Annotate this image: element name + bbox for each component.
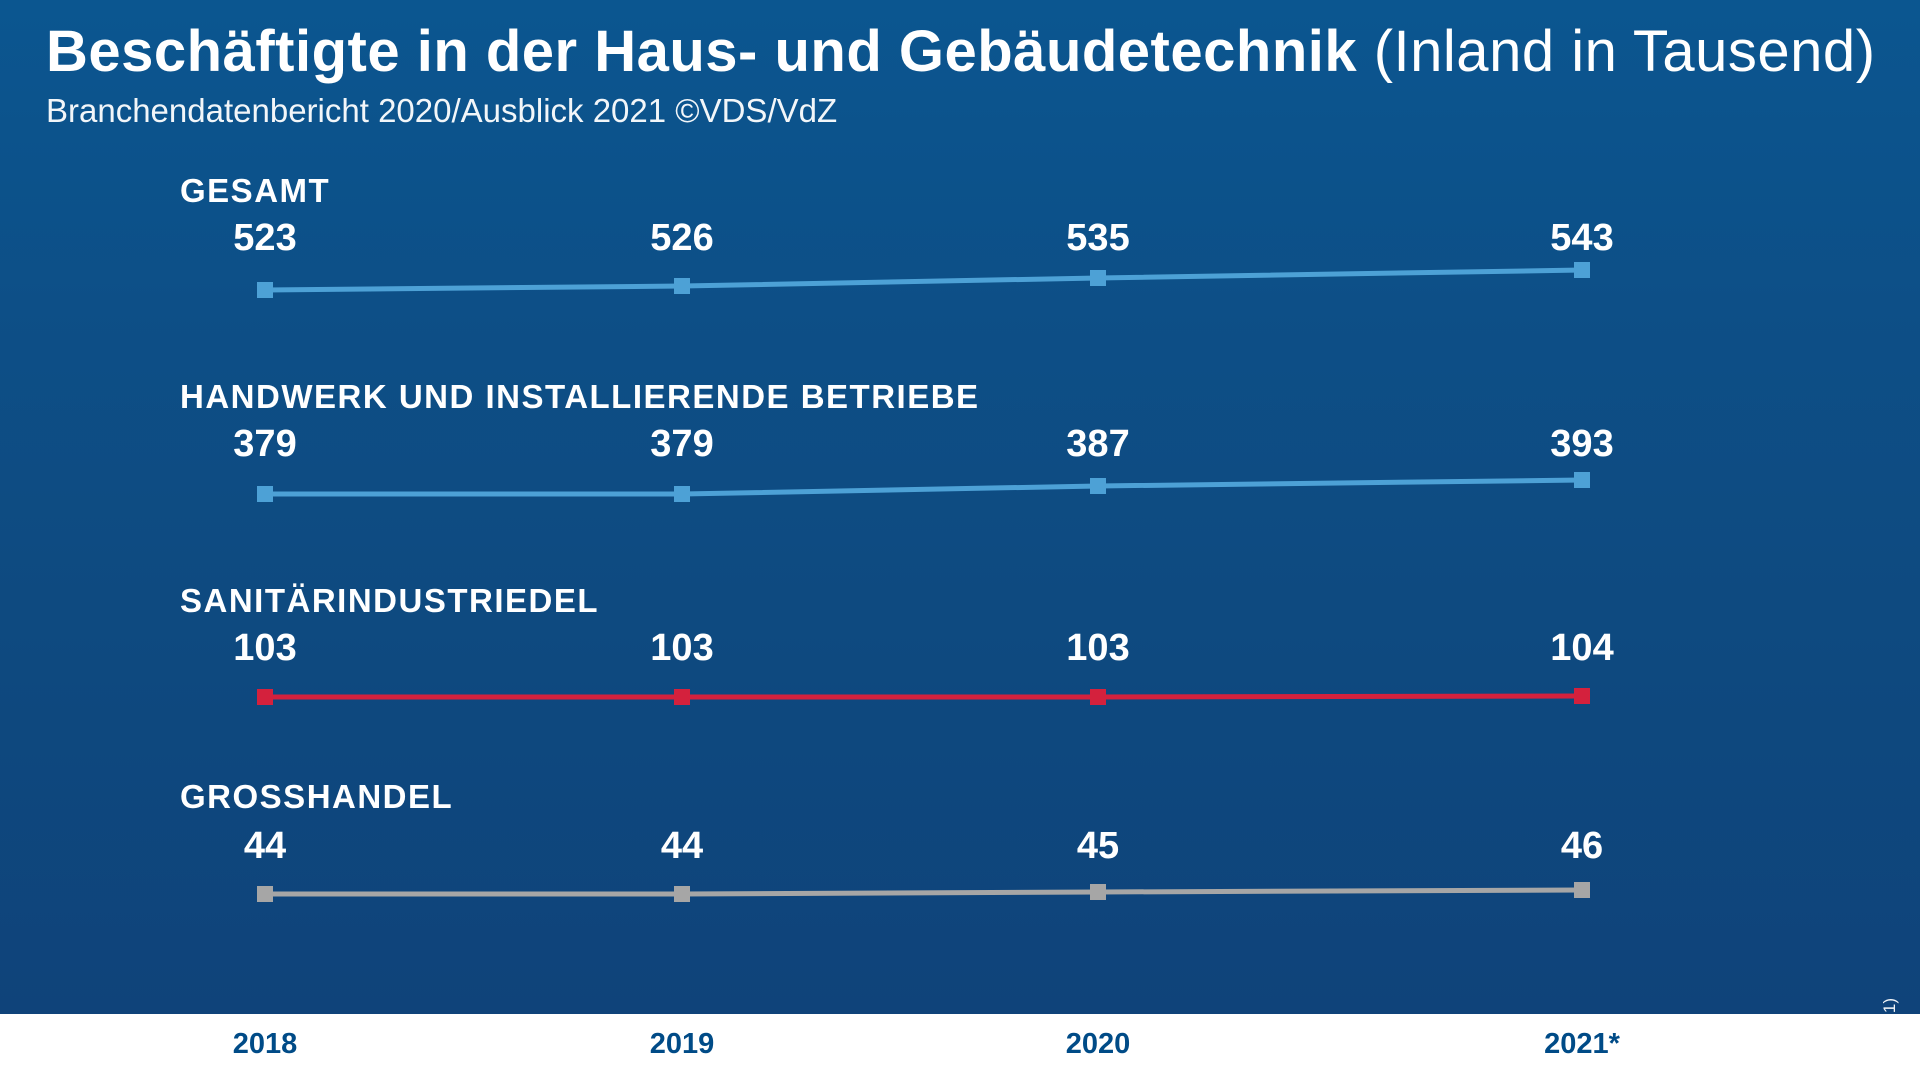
x-axis-label-2021*: 2021* xyxy=(1544,1028,1620,1061)
title-bold: Beschäftigte in der Haus- und Gebäudetec… xyxy=(46,19,1357,84)
chart-subtitle: Branchendatenbericht 2020/Ausblick 2021 … xyxy=(46,92,837,130)
x-axis-label-2019: 2019 xyxy=(650,1028,715,1061)
series-line-grosshandel xyxy=(0,872,1920,912)
series-line-sanitaer xyxy=(0,678,1920,715)
value-handwerk-2018: 379 xyxy=(233,423,296,466)
x-axis-label-2020: 2020 xyxy=(1066,1028,1131,1061)
value-handwerk-2020: 387 xyxy=(1066,423,1129,466)
value-grosshandel-2020: 45 xyxy=(1077,825,1119,868)
value-sanitaer-2020: 103 xyxy=(1066,627,1129,670)
value-handwerk-2021*: 393 xyxy=(1550,423,1613,466)
chart-title: Beschäftigte in der Haus- und Gebäudetec… xyxy=(46,18,1876,85)
value-sanitaer-2019: 103 xyxy=(650,627,713,670)
x-axis-label-2018: 2018 xyxy=(233,1028,298,1061)
series-line-gesamt xyxy=(0,252,1920,308)
series-label-gesamt: GESAMT xyxy=(180,172,330,210)
chart-stage: Beschäftigte in der Haus- und Gebäudetec… xyxy=(0,0,1920,1080)
value-handwerk-2019: 379 xyxy=(650,423,713,466)
value-gesamt-2019: 526 xyxy=(650,217,713,260)
footnote-source: (Quelle: B+L im Auftrag von Messe Frankf… xyxy=(1880,998,1899,1080)
series-label-grosshandel: GROSSHANDEL xyxy=(180,778,453,816)
value-grosshandel-2019: 44 xyxy=(661,825,703,868)
value-sanitaer-2021*: 104 xyxy=(1550,627,1613,670)
value-gesamt-2018: 523 xyxy=(233,217,296,260)
value-grosshandel-2018: 44 xyxy=(244,825,286,868)
source-note: * aktualisierte Prognose. (Quelle: B+L i… xyxy=(1858,998,1900,1080)
series-label-handwerk: HANDWERK UND INSTALLIERENDE BETRIEBE xyxy=(180,378,980,416)
title-thin: (Inland in Tausend) xyxy=(1357,19,1875,84)
value-gesamt-2021*: 543 xyxy=(1550,217,1613,260)
series-line-handwerk xyxy=(0,462,1920,512)
value-grosshandel-2021*: 46 xyxy=(1561,825,1603,868)
series-label-sanitaer: SANITÄRINDUSTRIEDEL xyxy=(180,582,599,620)
value-gesamt-2020: 535 xyxy=(1066,217,1129,260)
value-sanitaer-2018: 103 xyxy=(233,627,296,670)
